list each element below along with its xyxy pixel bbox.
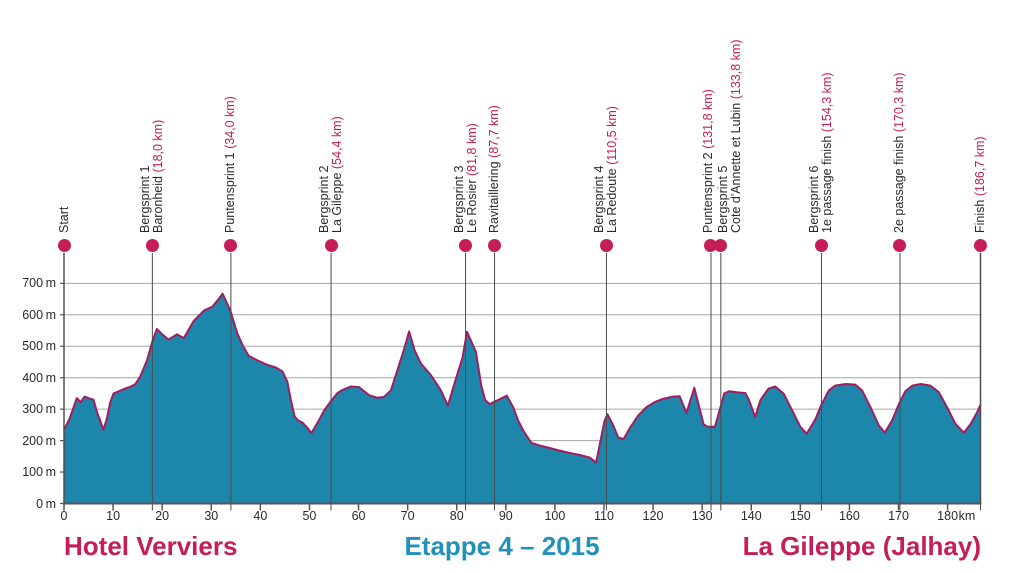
waypoint-dot	[814, 239, 828, 252]
x-tick-label: 150	[789, 509, 811, 523]
x-tick-label: 130	[691, 509, 713, 523]
waypoint-dot	[57, 239, 71, 252]
x-tick-label: 80	[449, 509, 464, 523]
waypoint-distance: (34,0 km)	[223, 96, 238, 149]
waypoint-name: Ravitaillering	[487, 161, 501, 233]
waypoint-name: Le Rosier	[464, 176, 479, 234]
waypoint-name: Bergsprint 3	[451, 165, 466, 233]
waypoint-name: Start	[56, 206, 71, 233]
elevation-line	[63, 292, 982, 464]
y-tick-label: 700 m	[22, 276, 56, 291]
waypoint-label-text: Puntensprint 2 (131,8 km)	[701, 89, 716, 233]
waypoint-distance: (54,4 km)	[330, 116, 345, 170]
waypoint-name	[487, 158, 501, 161]
stage-title: Etappe 4 – 2015	[404, 531, 600, 561]
waypoint-name: 2e passage finish	[892, 135, 907, 233]
waypoint-label-text: Bergsprint 2 La Gileppe (54,4 km)	[317, 116, 345, 233]
waypoint-dot	[488, 239, 501, 252]
x-tick-label: 10	[106, 509, 121, 523]
waypoint-dot	[704, 239, 718, 252]
waypoint-distance: (131,8 km)	[701, 89, 716, 149]
waypoint-name: Bergsprint 2	[317, 165, 332, 233]
waypoint-dot	[893, 239, 907, 252]
waypoint-distance: (87,7 km)	[487, 105, 501, 158]
waypoint-dot	[324, 239, 338, 252]
elevation-area	[64, 293, 981, 504]
y-tick-label: 300 m	[22, 402, 56, 417]
waypoint-name	[701, 149, 715, 152]
y-tick-label: 200 m	[22, 433, 56, 448]
x-tick-label: 180	[937, 509, 959, 523]
x-tick-label: 30	[204, 509, 219, 523]
waypoint-distance: (186,7 km)	[973, 136, 987, 197]
waypoint-dot	[599, 239, 613, 252]
waypoint-name	[892, 132, 906, 135]
waypoint-name: Cote d'Annette et Lubin	[728, 99, 743, 233]
y-tick-label: 600 m	[22, 307, 56, 322]
x-tick-label: 90	[498, 509, 513, 523]
waypoint-label-text: Bergsprint 6 1e passage finish (154,3 km)	[807, 72, 835, 233]
x-tick-label: 0	[60, 509, 68, 523]
x-tick-label: 140	[740, 509, 762, 523]
waypoint-dot	[974, 239, 987, 252]
x-tick-label: 160	[838, 509, 860, 523]
start-location-caption: Hotel Verviers	[64, 531, 238, 561]
waypoint-label-text: Bergsprint 4 La Redoute (110,5 km)	[592, 106, 620, 233]
waypoint-name: Bergsprint 5	[715, 165, 730, 233]
waypoint-name: La Redoute	[605, 164, 620, 233]
waypoint-dot	[224, 239, 238, 252]
waypoint-distance: (154,3 km)	[820, 72, 835, 133]
y-tick-label: 100 m	[22, 465, 56, 480]
waypoint-label-text: Bergsprint 3 Le Rosier (81,8 km)	[451, 123, 479, 234]
x-tick-label: 100	[544, 509, 566, 523]
x-tick-label: 50	[302, 509, 317, 523]
x-tick-label: 170	[888, 509, 909, 523]
waypoint-dot	[714, 239, 728, 252]
waypoint-label-text: Puntensprint 1 (34,0 km)	[223, 96, 238, 233]
waypoint-label-text: Start	[56, 206, 71, 233]
x-tick-label: 40	[253, 509, 268, 523]
x-tick-label: 20	[155, 509, 170, 523]
waypoint-distance: (18,0 km)	[151, 119, 166, 173]
waypoint-distance: (110,5 km)	[605, 106, 620, 165]
x-tick-label: 60	[351, 509, 366, 523]
waypoint-name: Puntensprint 1	[223, 152, 238, 233]
waypoint-dot	[145, 239, 159, 252]
waypoint-name: 1e passage finish	[820, 132, 835, 233]
waypoint-label-text: Ravitaillering (87,7 km)	[487, 105, 501, 233]
waypoint-name	[973, 196, 987, 199]
waypoint-name	[223, 149, 237, 152]
x-tick-label: 110	[594, 509, 614, 523]
waypoint-name: Baronheid	[151, 172, 166, 233]
waypoint-label-text: Bergsprint 1 Baronheid (18,0 km)	[138, 119, 166, 233]
finish-location-caption: La Gileppe (Jalhay)	[742, 531, 981, 561]
x-axis-unit-label: km	[958, 509, 976, 523]
y-tick-label: 0 m	[36, 496, 56, 511]
waypoint-name: Puntensprint 2	[701, 152, 716, 233]
waypoint-label-text: Finish (186,7 km)	[973, 136, 987, 233]
waypoint-dot	[459, 239, 473, 252]
y-tick-label: 500 m	[22, 339, 56, 354]
waypoint-label-text: 2e passage finish (170,3 km)	[892, 72, 907, 233]
waypoint-label-text: Bergsprint 5 Cote d'Annette et Lubin (133…	[715, 39, 743, 233]
waypoint-distance: (170,3 km)	[892, 72, 907, 133]
waypoint-distance: (81,8 km)	[464, 123, 479, 177]
waypoint-name: Finish	[973, 199, 987, 233]
x-tick-label: 70	[400, 509, 415, 523]
waypoint-name: La Gileppe	[330, 169, 345, 233]
y-tick-label: 400 m	[22, 370, 56, 385]
x-tick-label: 120	[642, 509, 664, 523]
waypoint-distance: (133,8 km)	[728, 39, 743, 100]
